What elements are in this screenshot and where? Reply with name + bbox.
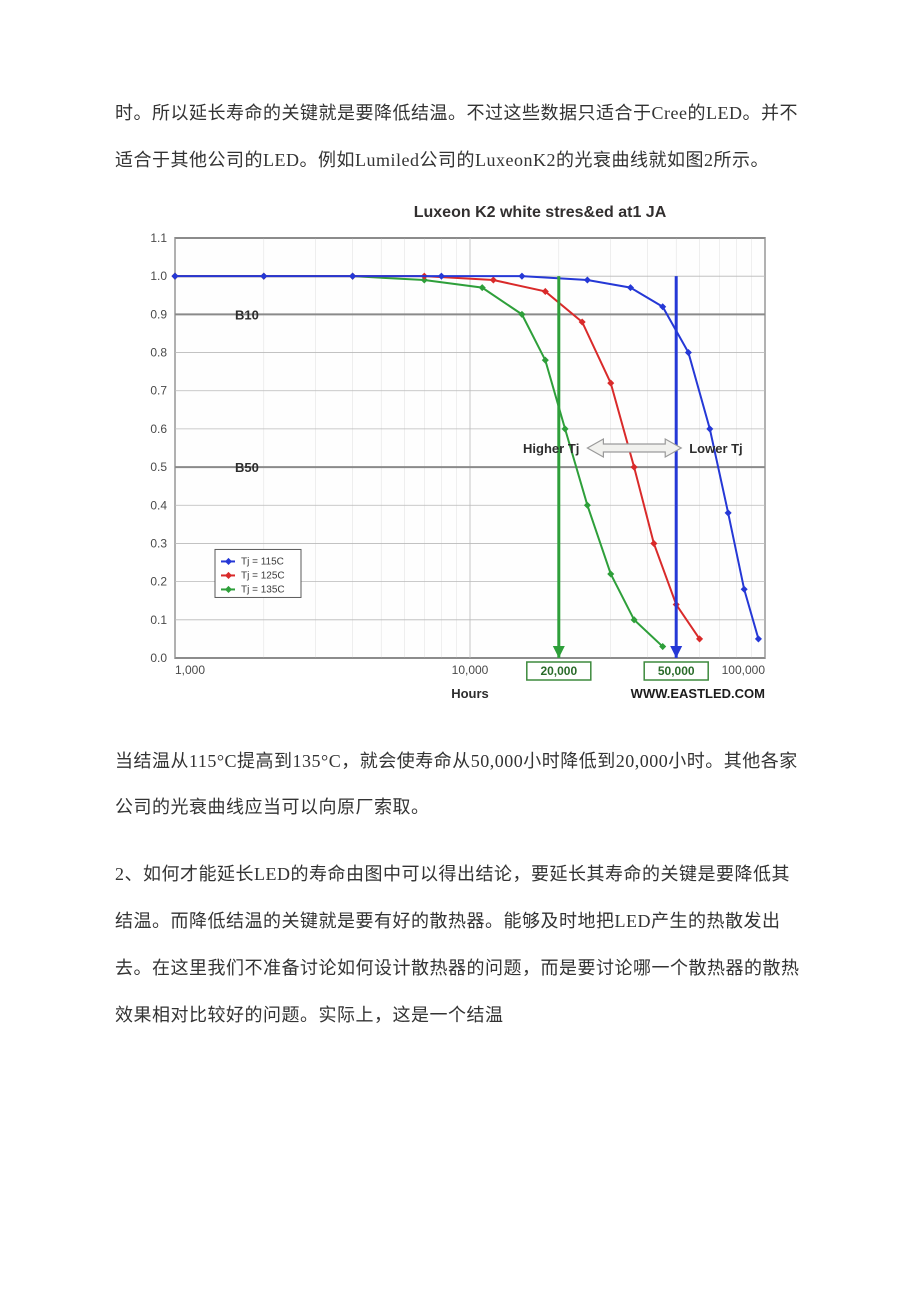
- paragraph-2: 当结温从115°C提高到135°C，就会使寿命从50,000小时降低到20,00…: [115, 738, 805, 832]
- chart-title: Luxeon K2 white stres&ed at1 JA: [275, 204, 805, 222]
- svg-text:0.4: 0.4: [150, 498, 167, 512]
- svg-text:50,000: 50,000: [658, 664, 695, 678]
- svg-text:0.6: 0.6: [150, 422, 167, 436]
- paragraph-3: 2、如何才能延长LED的寿命由图中可以得出结论，要延长其寿命的关键是要降低其结温…: [115, 851, 805, 1038]
- svg-text:0.5: 0.5: [150, 460, 167, 474]
- svg-text:Higher Tj: Higher Tj: [523, 441, 579, 456]
- svg-text:1,000: 1,000: [175, 663, 205, 677]
- lumen-decay-chart: 0.0 0.1 0.2 0.3 0.4 0.5 0.6 0.7 0.8 0.9 1.0 1.1 1,00…: [115, 228, 795, 708]
- svg-text:0.8: 0.8: [150, 345, 167, 359]
- svg-text:B10: B10: [235, 307, 259, 322]
- svg-text:1.1: 1.1: [150, 231, 167, 245]
- svg-text:Lower Tj: Lower Tj: [689, 441, 742, 456]
- svg-text:Tj = 115C: Tj = 115C: [241, 556, 284, 567]
- svg-text:1.0: 1.0: [150, 269, 167, 283]
- paragraph-1: 时。所以延长寿命的关键就是要降低结温。不过这些数据只适合于Cree的LED。并不…: [115, 90, 805, 184]
- svg-text:0.9: 0.9: [150, 307, 167, 321]
- figure-2: Luxeon K2 white stres&ed at1 JA 0.00.10.…: [115, 204, 805, 708]
- svg-text:0.3: 0.3: [150, 536, 167, 550]
- svg-text:0.1: 0.1: [150, 612, 167, 626]
- svg-text:20,000: 20,000: [540, 664, 577, 678]
- svg-text:10,000: 10,000: [452, 663, 489, 677]
- svg-text:0.7: 0.7: [150, 383, 167, 397]
- svg-text:0.2: 0.2: [150, 574, 167, 588]
- document-page: 时。所以延长寿命的关键就是要降低结温。不过这些数据只适合于Cree的LED。并不…: [0, 0, 920, 1118]
- svg-text:100,000: 100,000: [722, 663, 766, 677]
- svg-text:Tj = 135C: Tj = 135C: [241, 584, 285, 595]
- svg-text:WWW.EASTLED.COM: WWW.EASTLED.COM: [631, 686, 765, 701]
- svg-text:B50: B50: [235, 460, 259, 475]
- svg-text:Hours: Hours: [451, 686, 489, 701]
- svg-text:0.0: 0.0: [150, 651, 167, 665]
- svg-text:Tj = 125C: Tj = 125C: [241, 570, 285, 581]
